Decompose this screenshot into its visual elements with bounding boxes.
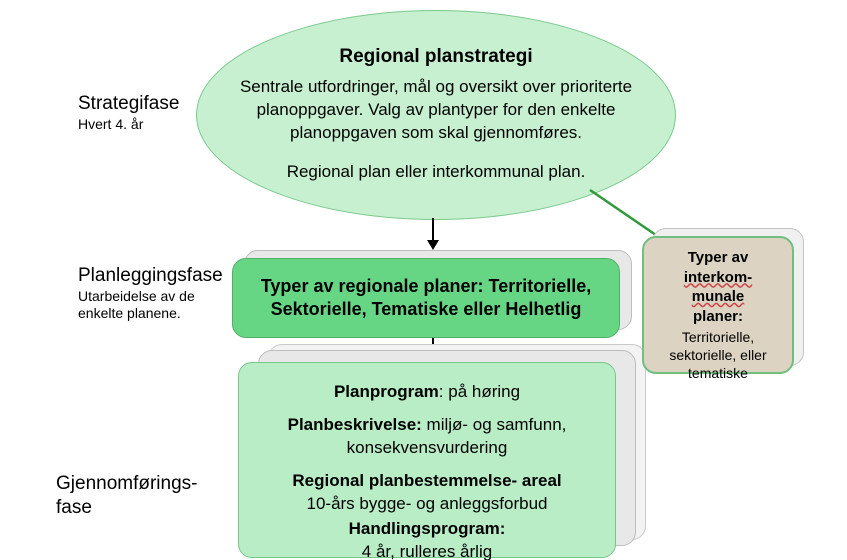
side-title1: Typer av [654, 248, 782, 268]
phase-title: Strategifase [78, 92, 179, 116]
impl-line1-bold: Planprogram [334, 382, 439, 401]
impl-line1-rest: : på høring [439, 382, 520, 401]
diagram-stage: Strategifase Hvert 4. år Planleggingsfas… [0, 0, 847, 560]
impl-line4: Handlingsprogram: 4 år, rulleres årlig [265, 518, 589, 560]
interkommunale-planer-box: Typer av interkom-munale planer: Territo… [642, 236, 794, 374]
impl-line2-bold: Planbeskrivelse: [288, 415, 422, 434]
typer-box-text: Typer av regionale planer: Territorielle… [255, 275, 597, 322]
typer-regionale-planer-box: Typer av regionale planer: Territorielle… [232, 258, 620, 338]
phase-label-planlegging: Planleggingsfase Utarbeidelse av de enke… [78, 264, 228, 323]
side-title2: planer: [654, 307, 782, 327]
impl-line2: Planbeskrivelse: miljø- og samfunn, kons… [265, 414, 589, 460]
impl-line3: Regional planbestemmelse- areal 10-års b… [265, 470, 589, 516]
phase-title: Planleggingsfase [78, 264, 228, 288]
phase-label-strategi: Strategifase Hvert 4. år [78, 92, 179, 133]
phase-label-gjennomforing: Gjennomførings-fase [56, 472, 216, 520]
impl-line3-bold: Regional planbestemmelse- areal [292, 471, 561, 490]
impl-line4-rest: 4 år, rulleres årlig [362, 542, 492, 560]
ellipse-title: Regional planstrategi [237, 46, 635, 68]
ellipse-body2: Regional plan eller interkommunal plan. [237, 161, 635, 184]
impl-line3-rest: 10-års bygge- og anleggsforbud [307, 494, 548, 513]
arrow-down-1-head [427, 240, 439, 250]
side-title-under: interkom-munale [654, 268, 782, 307]
ellipse-body1: Sentrale utfordringer, mål og oversikt o… [237, 76, 635, 145]
impl-line1: Planprogram: på høring [265, 381, 589, 404]
phase-title: Gjennomførings-fase [56, 472, 216, 520]
impl-line4-bold: Handlingsprogram: [349, 519, 506, 538]
side-body: Territorielle, sektorielle, eller temati… [654, 328, 782, 383]
implementation-box: Planprogram: på høring Planbeskrivelse: … [238, 362, 616, 558]
phase-sub: Hvert 4. år [78, 116, 179, 134]
typer-box-bold: Typer av regionale planer: [261, 276, 484, 296]
arrow-down-1 [432, 218, 434, 242]
phase-sub: Utarbeidelse av de enkelte planene. [78, 288, 228, 323]
